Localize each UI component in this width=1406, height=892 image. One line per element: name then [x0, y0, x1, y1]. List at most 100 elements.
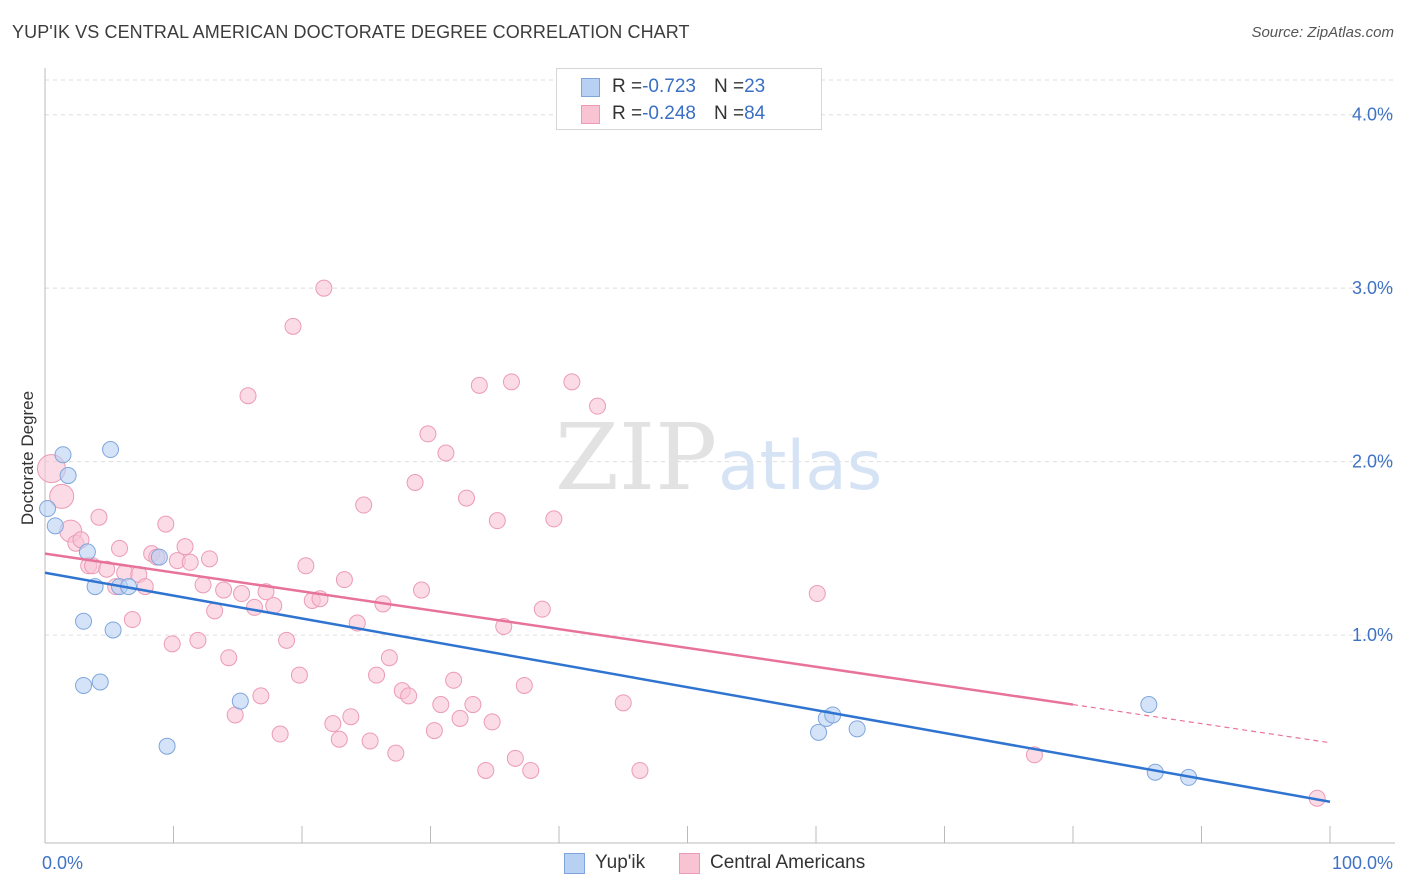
data-points — [36, 279, 1326, 807]
yupik-point — [78, 543, 96, 561]
central-americans-point — [502, 373, 520, 391]
central-americans-point — [278, 631, 296, 649]
yupik-point — [231, 692, 249, 710]
n-label: N = — [713, 76, 745, 97]
central-americans-point — [49, 483, 75, 509]
central-americans-point — [413, 581, 431, 599]
yupik-point — [810, 723, 828, 741]
yupik-point — [102, 441, 120, 459]
central-americans-point — [533, 600, 551, 618]
central-americans-swatch — [581, 104, 600, 124]
central-americans-point — [200, 550, 218, 568]
central-americans-point — [545, 510, 563, 528]
central-americans-point — [90, 508, 108, 526]
chart-title: YUP'IK VS CENTRAL AMERICAN DOCTORATE DEG… — [12, 22, 690, 42]
legend-item-central-americans[interactable]: Central Americans — [679, 852, 865, 874]
stats-row-central-americans: R = -0.248 N = 84 — [581, 101, 765, 127]
central-americans-point — [451, 709, 469, 727]
central-americans-point — [368, 666, 386, 684]
watermark-zip: ZIP — [555, 404, 717, 511]
central-americans-point — [163, 635, 181, 653]
r-value: -0.723 — [642, 76, 696, 97]
central-americans-point — [233, 585, 251, 603]
central-americans-point — [483, 713, 501, 731]
central-americans-legend-swatch — [679, 852, 700, 874]
central-americans-point — [589, 397, 607, 415]
yupik-point — [150, 548, 168, 566]
central-americans-point — [419, 425, 437, 443]
central-americans-point — [342, 708, 360, 726]
axes — [44, 68, 1395, 844]
legend-item-yupik[interactable]: Yup'ik — [564, 852, 645, 874]
central-americans-point — [506, 749, 524, 767]
x-tick-label-min: 0.0% — [42, 853, 83, 873]
yupik-point — [59, 467, 77, 485]
trend-lines — [44, 552, 1331, 803]
central-americans-point — [432, 696, 450, 714]
central-americans-point — [464, 696, 482, 714]
central-americans-point — [315, 279, 333, 297]
central-americans-point — [245, 598, 263, 616]
central-americans-point — [284, 317, 302, 335]
watermark-atlas: atlas — [718, 427, 882, 506]
central-americans-trend-line — [44, 552, 1074, 706]
central-americans-point — [206, 602, 224, 620]
central-americans-point — [239, 387, 257, 405]
n-label: N = — [713, 103, 745, 124]
central-americans-point — [477, 761, 495, 779]
central-americans-point — [324, 715, 342, 733]
central-americans-point — [406, 473, 424, 491]
central-americans-trend-extension — [1072, 703, 1331, 744]
n-value: 84 — [744, 103, 766, 124]
yupik-point — [158, 737, 176, 755]
yupik-point — [54, 446, 72, 464]
central-americans-point — [157, 515, 175, 533]
central-americans-point — [361, 732, 379, 750]
yupik-swatch — [581, 77, 600, 97]
central-americans-point — [220, 649, 238, 667]
stats-legend: R = -0.723 N = 23 R = -0.248 N = 84 — [556, 68, 822, 130]
gridlines — [45, 79, 1395, 636]
central-americans-point — [194, 576, 212, 594]
x-tick-label-max: 100.0% — [1332, 853, 1393, 873]
central-americans-point — [614, 694, 632, 712]
r-label: R = — [612, 103, 643, 124]
y-axis-label: Doctorate Degree — [18, 391, 37, 525]
y-tick-label: 2.0% — [1352, 452, 1393, 472]
central-americans-point — [457, 489, 475, 507]
central-americans-point — [271, 725, 289, 743]
yupik-trend-line — [44, 571, 1331, 803]
watermark: ZIP atlas — [555, 404, 882, 511]
central-americans-point — [470, 376, 488, 394]
central-americans-point — [445, 671, 463, 689]
series-legend: Yup'ik Central Americans — [0, 852, 1406, 878]
yupik-point — [39, 500, 57, 518]
yupik-point — [1140, 696, 1158, 714]
central-americans-point — [215, 581, 233, 599]
central-americans-point — [563, 373, 581, 391]
central-americans-point — [330, 730, 348, 748]
r-value: -0.248 — [642, 103, 696, 124]
yupik-point — [75, 612, 93, 630]
central-americans-point — [522, 761, 540, 779]
r-label: R = — [612, 76, 643, 97]
central-americans-point — [335, 571, 353, 589]
legend-label: Central Americans — [710, 852, 866, 873]
central-americans-point — [425, 722, 443, 740]
source-credit[interactable]: Source: ZipAtlas.com — [1251, 24, 1394, 41]
yupik-point — [91, 673, 109, 691]
central-americans-point — [631, 761, 649, 779]
y-tick-label: 3.0% — [1352, 278, 1393, 298]
central-americans-point — [297, 557, 315, 575]
central-americans-point — [290, 666, 308, 684]
central-americans-point — [252, 687, 270, 705]
central-americans-point — [111, 539, 129, 557]
tick-labels: 1.0% 2.0% 3.0% 4.0% 0.0% 100.0% — [42, 105, 1393, 873]
central-americans-point — [355, 496, 373, 514]
legend-label: Yup'ik — [595, 852, 646, 873]
central-americans-point — [488, 512, 506, 530]
central-americans-point — [123, 611, 141, 629]
central-americans-point — [181, 553, 199, 571]
yupik-legend-swatch — [564, 852, 585, 874]
